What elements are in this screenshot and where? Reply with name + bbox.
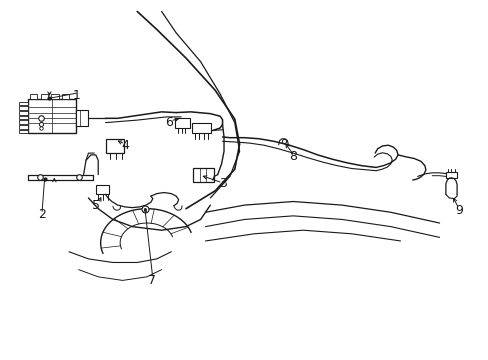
Bar [446, 172, 456, 178]
Bar [193, 168, 213, 182]
Bar [41, 94, 48, 99]
Bar [175, 118, 189, 128]
Text: 8: 8 [289, 150, 297, 163]
Text: 6: 6 [164, 116, 172, 129]
Text: 1: 1 [72, 89, 80, 102]
Bar [19, 130, 28, 134]
Bar [19, 111, 28, 115]
Bar [51, 94, 59, 99]
Bar [19, 116, 28, 120]
Bar [96, 185, 109, 194]
Bar [19, 107, 28, 110]
Text: 3: 3 [218, 177, 226, 190]
Text: 5: 5 [92, 199, 100, 212]
Bar [192, 123, 210, 134]
Bar [105, 139, 124, 153]
Text: 2: 2 [38, 208, 46, 221]
Bar [19, 125, 28, 129]
Text: 4: 4 [121, 139, 129, 152]
Bar [27, 99, 76, 134]
Bar [62, 94, 69, 99]
Bar [76, 110, 88, 126]
Bar [19, 102, 28, 105]
Text: 9: 9 [454, 204, 462, 217]
Bar [30, 94, 37, 99]
Text: 7: 7 [147, 274, 156, 287]
Bar [19, 121, 28, 124]
